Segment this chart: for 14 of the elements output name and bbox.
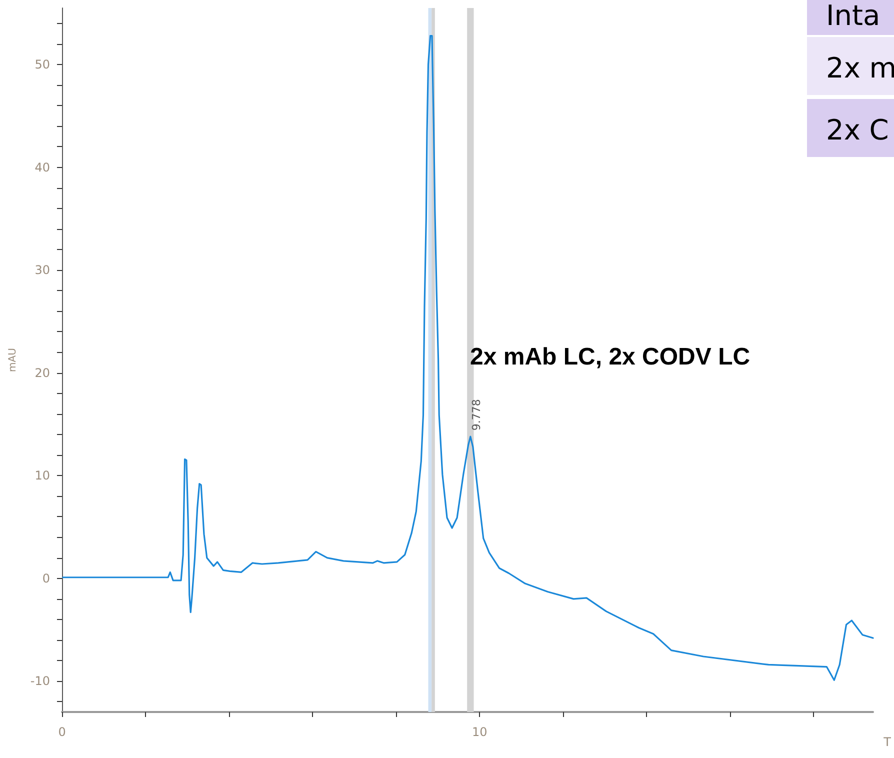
y-tick-label: 20 — [34, 366, 50, 380]
annotation: 2x m — [826, 52, 894, 84]
annotation: 9.778 — [470, 399, 483, 431]
annotation: 2x C — [826, 114, 889, 146]
annotation: 2x mAb LC, 2x CODV LC — [470, 344, 750, 370]
annotation: Inta — [826, 0, 880, 32]
y-tick-label: 40 — [34, 160, 50, 174]
y-tick-label: -10 — [30, 674, 50, 688]
y-tick-label: 50 — [34, 58, 50, 72]
y-tick-label: 30 — [34, 263, 50, 278]
y-tick-label: 0 — [42, 571, 50, 586]
x-axis-title: T — [882, 735, 892, 749]
y-tick-label: 10 — [34, 468, 50, 483]
y-axis-title: mAU — [8, 348, 18, 372]
